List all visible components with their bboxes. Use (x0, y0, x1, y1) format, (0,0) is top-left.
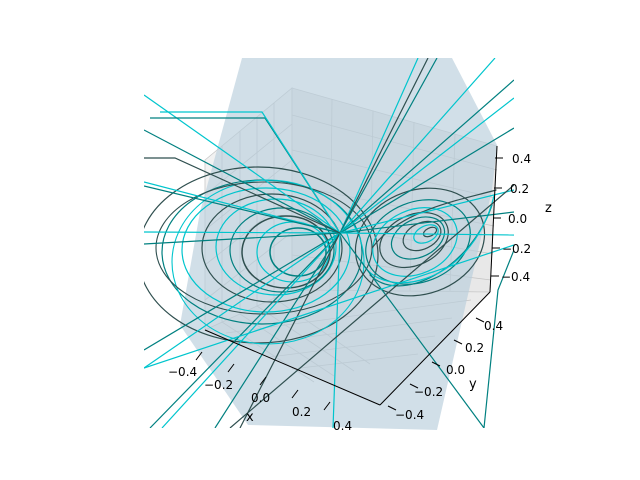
axis-lines (204, 145, 498, 406)
attractor-orbit (372, 207, 458, 277)
y-tick-label: −0.4 (395, 408, 424, 422)
x-tick-label: 0.0 (251, 391, 270, 405)
projection-line (160, 111, 341, 234)
projection-line (144, 157, 341, 234)
projection-line (144, 231, 341, 234)
attractor-orbit (413, 224, 439, 244)
projection-line (229, 184, 514, 428)
y-tick-mark (387, 405, 397, 411)
x-tick-label: −0.4 (168, 365, 197, 379)
projection-line (339, 97, 514, 234)
slice-plane (180, 58, 497, 430)
z-axis: −0.4 −0.2 0.0 0.2 0.4 z (491, 152, 552, 284)
projection-line (144, 232, 341, 369)
projection-line (144, 244, 514, 369)
x-tick-mark (323, 401, 331, 411)
projection-line (339, 79, 514, 234)
y-tick-mark (409, 383, 419, 389)
attractor-orbit (171, 179, 365, 345)
x-axis-label: x (246, 410, 254, 425)
y-tick-mark (453, 339, 463, 345)
x-tick-label: −0.2 (204, 378, 233, 392)
attractor-orbit (354, 187, 486, 297)
y-tick-label: 0.2 (465, 341, 484, 355)
z-tick-label: 0.0 (508, 212, 527, 226)
z-tick-label: 0.4 (512, 152, 531, 166)
projection-line (339, 58, 496, 234)
y-axis-label: y (469, 377, 477, 392)
projection-line (144, 129, 341, 234)
projection-line (339, 58, 419, 234)
projection-line (161, 232, 341, 428)
projection-line (339, 58, 438, 234)
attractor-orbit (365, 199, 471, 285)
projection-line (149, 232, 341, 428)
x-axis: −0.4 −0.2 0.0 0.2 0.4 x (168, 351, 352, 433)
projection-line (214, 232, 341, 428)
attractor-orbit (422, 226, 438, 238)
y-tick-mark (431, 361, 441, 367)
z-axis-label: z (545, 201, 552, 216)
y-tick-label: 0.0 (446, 363, 465, 377)
projection-line (239, 232, 341, 428)
x-tick-label: 0.4 (333, 419, 352, 433)
projection-line (339, 127, 514, 234)
attractor-orbit (144, 166, 379, 344)
projection-lines (144, 58, 514, 428)
y-tick-label: −0.2 (414, 385, 443, 399)
attractor-orbit (390, 216, 446, 260)
z-tick-label: −0.2 (502, 242, 531, 256)
x-tick-mark (195, 351, 203, 361)
y-axis-line (379, 291, 491, 406)
projection-line (144, 232, 341, 351)
projection-line (144, 181, 341, 234)
x-tick-mark (291, 389, 299, 399)
x-tick-mark (227, 363, 235, 373)
z-axis-line (489, 145, 498, 293)
y-tick-mark (475, 317, 485, 323)
attractor-orbit (371, 189, 497, 249)
projection-line (339, 232, 485, 428)
projection-line (339, 232, 514, 236)
y-axis: −0.4 −0.2 0.0 0.2 0.4 y (387, 317, 503, 422)
z-tick-label: −0.4 (501, 270, 530, 284)
z-tick-label: 0.2 (510, 182, 529, 196)
attractor-orbit (361, 195, 495, 284)
x-tick-label: 0.2 (292, 405, 311, 419)
projection-line (483, 249, 514, 428)
projection-line (332, 232, 341, 428)
projection-line (144, 232, 341, 245)
x-tick-mark (259, 376, 267, 386)
projection-line (339, 58, 429, 234)
y-tick-label: 0.4 (484, 319, 503, 333)
attractor-orbit (181, 187, 351, 313)
projection-line (144, 185, 341, 234)
projection-line (339, 211, 514, 234)
projection-line (339, 189, 514, 234)
x-axis-line (204, 329, 381, 406)
